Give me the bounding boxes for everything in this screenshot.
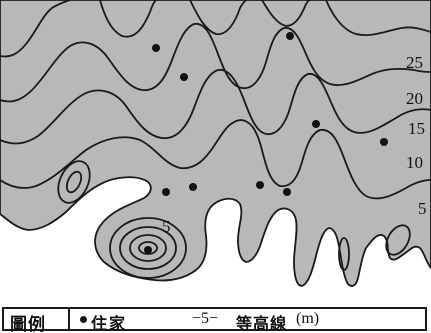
house-marker xyxy=(286,32,294,40)
contour-line-2 xyxy=(0,119,431,200)
contour-oval-left-inner xyxy=(65,170,83,194)
filled-dot-icon xyxy=(80,316,87,323)
house-marker xyxy=(312,120,320,128)
contour-label-10: 10 xyxy=(406,153,423,172)
contour-loop-right-1 xyxy=(338,237,350,271)
contour-hill-ring-1 xyxy=(109,217,187,279)
house-marker xyxy=(380,138,388,146)
legend-contour-unit: (m) xyxy=(296,310,320,327)
house-marker xyxy=(152,44,160,52)
contour-line-7 xyxy=(189,0,247,35)
topographic-map: 25 20 15 10 5 5 xyxy=(0,0,431,287)
contour-labels: 25 20 15 10 5 5 xyxy=(162,53,427,236)
legend-contour-sample: −5− xyxy=(192,310,219,327)
contour-line-5 xyxy=(0,0,71,58)
house-marker xyxy=(189,183,197,191)
contour-label-5: 5 xyxy=(418,199,427,218)
contour-line-8 xyxy=(261,0,311,27)
contour-line-4 xyxy=(0,23,431,103)
contour-hill-ring-3 xyxy=(129,234,167,262)
contour-label-20: 20 xyxy=(406,89,423,108)
legend-contour-label: 等高線 xyxy=(236,314,288,333)
house-marker xyxy=(256,181,264,189)
house-marker xyxy=(162,188,170,196)
house-markers xyxy=(144,32,388,254)
legend-divider xyxy=(68,309,70,329)
legend-title: 圖例 xyxy=(10,315,46,333)
house-marker xyxy=(180,73,188,81)
contour-label-15: 15 xyxy=(408,119,425,138)
contour-line-6 xyxy=(99,0,157,38)
contour-line-9 xyxy=(325,0,431,36)
contour-line-3 xyxy=(0,69,431,145)
contour-label-5: 5 xyxy=(162,217,171,236)
legend: 圖例 住家 −5− 等高線 (m) xyxy=(2,307,427,333)
contour-oval-left-outer xyxy=(57,160,91,204)
contour-label-25: 25 xyxy=(406,53,423,72)
house-marker xyxy=(283,188,291,196)
contour-loop-right-2 xyxy=(385,224,411,256)
contour-hill-ring-2 xyxy=(119,226,177,270)
house-marker xyxy=(144,246,152,254)
legend-house-label: 住家 xyxy=(91,314,128,333)
